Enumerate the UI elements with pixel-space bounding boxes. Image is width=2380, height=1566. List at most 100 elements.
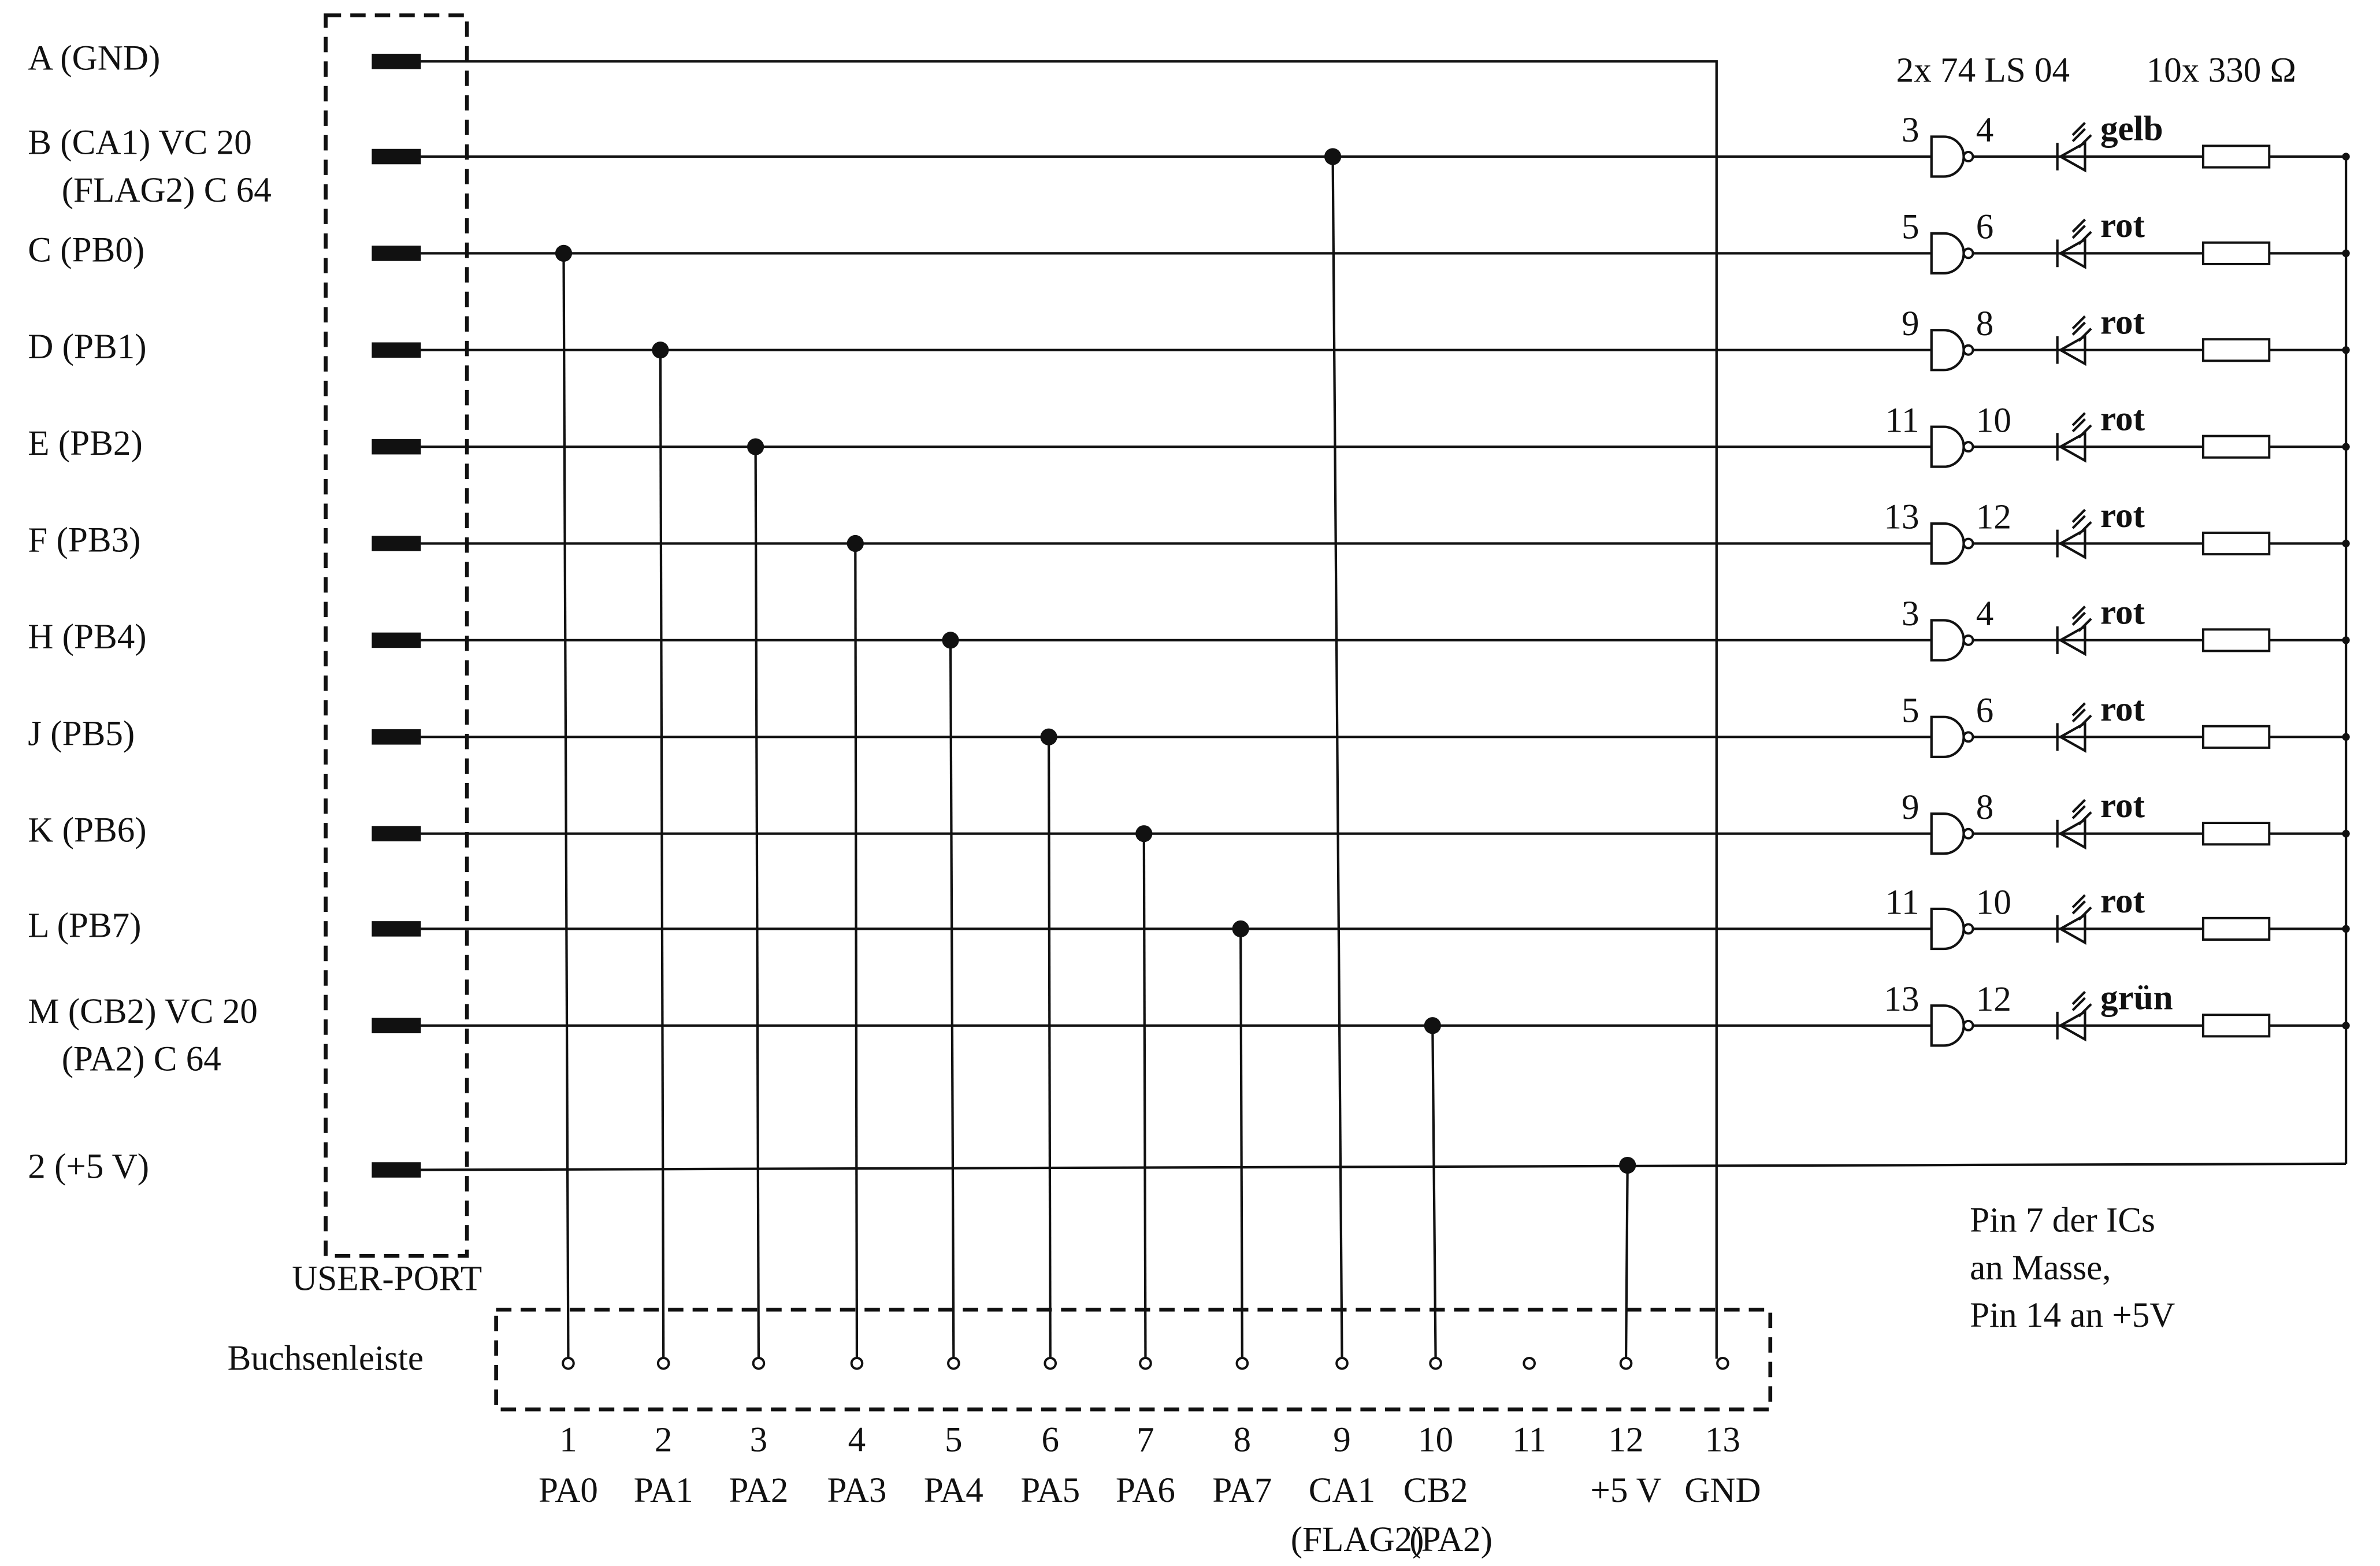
- led-color: rot: [2100, 786, 2145, 825]
- inverter: [1930, 1004, 1965, 1047]
- inverter-bubble: [1962, 923, 1974, 935]
- wire: [421, 60, 1718, 1359]
- pin-label: (FLAG2) C 64: [62, 171, 272, 210]
- socket: [947, 1357, 960, 1370]
- user-port-box: [324, 13, 469, 1258]
- socket-label: PA3: [827, 1471, 886, 1510]
- gate-out-pin: 6: [1976, 691, 1994, 730]
- resistor: [2202, 1014, 2271, 1038]
- inverter-bubble: [1962, 537, 1974, 550]
- socket-label: (FLAG2): [1291, 1520, 1424, 1559]
- junction: [2342, 443, 2350, 451]
- led-color: rot: [2100, 690, 2145, 729]
- junction: [846, 535, 864, 552]
- socket-number: 2: [655, 1420, 673, 1459]
- port-pin: [372, 536, 421, 551]
- junction: [2342, 346, 2350, 354]
- socket-label: PA2: [729, 1471, 788, 1510]
- gate-in-pin: 3: [1902, 111, 1919, 150]
- led: [2056, 894, 2092, 945]
- gate-in-pin: 11: [1885, 884, 1919, 922]
- port-pin: [372, 826, 421, 841]
- pin-label: J (PB5): [28, 714, 135, 753]
- port-pin: [372, 439, 421, 455]
- port-pin: [372, 246, 421, 261]
- led-color: gelb: [2100, 110, 2163, 149]
- connector-box: [494, 1307, 1773, 1412]
- inverter: [1930, 907, 1965, 951]
- socket: [1235, 1357, 1249, 1370]
- gate-out-pin: 8: [1976, 305, 1994, 343]
- led: [2056, 702, 2092, 753]
- inverter-bubble: [1962, 827, 1974, 840]
- junction: [1324, 148, 1342, 165]
- gate-out-pin: 4: [1976, 111, 1994, 150]
- junction: [2342, 1022, 2350, 1030]
- wire: [1239, 929, 1243, 1359]
- resistor: [2202, 916, 2271, 941]
- resistor: [2202, 531, 2271, 556]
- socket-number: 7: [1137, 1420, 1154, 1459]
- gate-in-pin: 11: [1885, 401, 1919, 440]
- led-color: rot: [2100, 400, 2145, 439]
- socket: [1429, 1357, 1442, 1370]
- pin-label: B (CA1) VC 20: [28, 123, 252, 162]
- junction: [2342, 539, 2350, 548]
- resistor: [2202, 725, 2271, 749]
- led-color: rot: [2100, 882, 2145, 921]
- inverter-bubble: [1962, 441, 1974, 453]
- port-pin: [372, 149, 421, 165]
- pin-label: (PA2) C 64: [62, 1040, 221, 1079]
- junction: [942, 632, 959, 649]
- socket: [1716, 1357, 1729, 1370]
- socket-number: 9: [1333, 1420, 1351, 1459]
- wire: [1624, 1165, 1629, 1359]
- socket-number: 5: [945, 1420, 963, 1459]
- socket-label: CA1: [1309, 1471, 1375, 1510]
- resistor: [2202, 435, 2271, 459]
- socket: [1139, 1357, 1152, 1370]
- resistor: [2202, 338, 2271, 362]
- junction: [2342, 925, 2350, 933]
- socket-number: 12: [1609, 1420, 1644, 1459]
- socket-label: PA6: [1116, 1471, 1175, 1510]
- gate-out-pin: 6: [1976, 208, 1994, 247]
- gate-out-pin: 4: [1976, 595, 1994, 633]
- inverter: [1930, 619, 1965, 662]
- wire: [949, 640, 955, 1359]
- led-color: rot: [2100, 593, 2145, 632]
- port-pin: [372, 342, 421, 358]
- socket: [1044, 1357, 1057, 1370]
- socket-label: PA0: [539, 1471, 598, 1510]
- socket-label: GND: [1684, 1471, 1761, 1510]
- socket-label: PA5: [1020, 1471, 1080, 1510]
- pin-label: M (CB2) VC 20: [28, 992, 258, 1031]
- inverter: [1930, 522, 1965, 565]
- note: an Masse,: [1970, 1249, 2111, 1287]
- gate-in-pin: 13: [1884, 498, 1919, 537]
- gate-out-pin: 12: [1976, 980, 2011, 1019]
- led: [2056, 509, 2092, 560]
- resistor: [2202, 144, 2271, 169]
- inverter: [1930, 812, 1965, 855]
- pin-label: K (PB6): [28, 811, 146, 850]
- led-color: rot: [2100, 303, 2145, 342]
- socket-number: 3: [750, 1420, 768, 1459]
- socket: [562, 1357, 575, 1370]
- junction: [1424, 1017, 1441, 1034]
- socket-number: 6: [1041, 1420, 1059, 1459]
- port-pin: [372, 53, 421, 69]
- led: [2056, 799, 2092, 850]
- pin-label: A (GND): [28, 39, 160, 77]
- resistor: [2202, 241, 2271, 265]
- socket: [1335, 1357, 1349, 1370]
- gate-in-pin: 13: [1884, 980, 1919, 1019]
- socket: [656, 1357, 670, 1370]
- gate-in-pin: 9: [1902, 305, 1919, 343]
- port-pin: [372, 1162, 421, 1178]
- led: [2056, 315, 2092, 366]
- inverter-bubble: [1962, 247, 1974, 259]
- pin-label: C (PB0): [28, 231, 144, 269]
